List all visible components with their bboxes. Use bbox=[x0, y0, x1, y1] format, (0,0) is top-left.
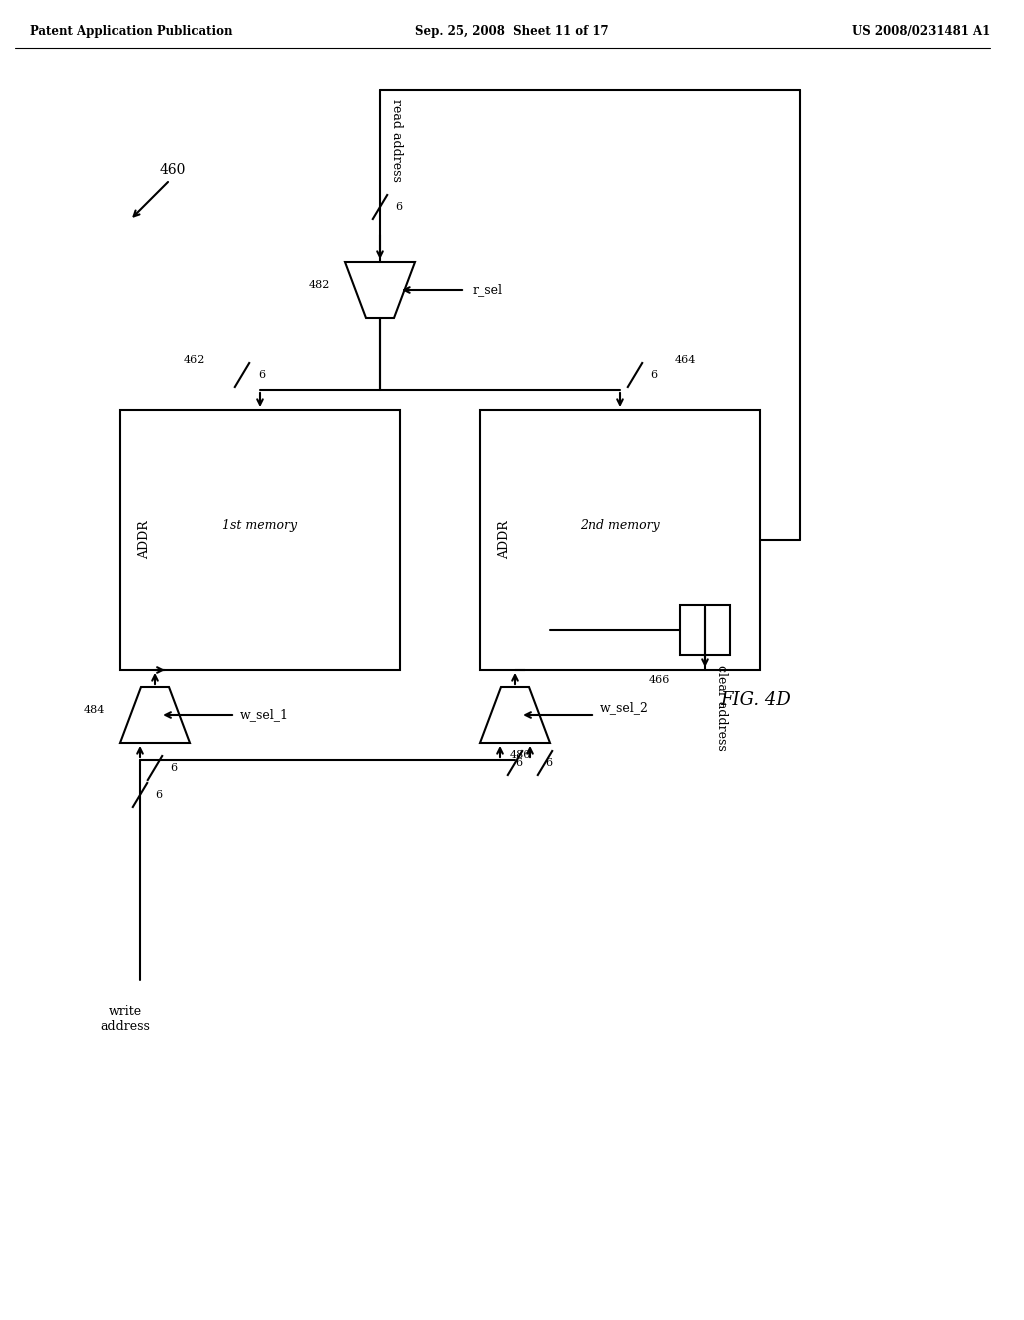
Text: 484: 484 bbox=[84, 705, 105, 715]
Text: US 2008/0231481 A1: US 2008/0231481 A1 bbox=[852, 25, 990, 38]
Text: w_sel_2: w_sel_2 bbox=[600, 701, 649, 714]
Text: 460: 460 bbox=[160, 162, 186, 177]
Text: write
address: write address bbox=[100, 1005, 150, 1034]
Text: Patent Application Publication: Patent Application Publication bbox=[30, 25, 232, 38]
Text: 464: 464 bbox=[675, 355, 696, 366]
Text: 466: 466 bbox=[648, 675, 670, 685]
Text: FIG. 4D: FIG. 4D bbox=[720, 690, 791, 709]
Text: 6: 6 bbox=[545, 758, 552, 768]
Text: 6: 6 bbox=[395, 202, 402, 213]
Polygon shape bbox=[480, 686, 550, 743]
Text: 1st memory: 1st memory bbox=[222, 519, 298, 532]
Text: ADDR: ADDR bbox=[499, 520, 512, 560]
Text: 2nd memory: 2nd memory bbox=[581, 519, 659, 532]
Text: 6: 6 bbox=[258, 370, 265, 380]
Bar bbox=[120, 411, 400, 671]
Text: 6: 6 bbox=[515, 758, 522, 768]
Text: w_sel_1: w_sel_1 bbox=[240, 709, 289, 722]
Polygon shape bbox=[345, 261, 415, 318]
Bar bbox=[680, 605, 730, 655]
Text: 6: 6 bbox=[650, 370, 657, 380]
Polygon shape bbox=[120, 686, 190, 743]
Text: Sep. 25, 2008  Sheet 11 of 17: Sep. 25, 2008 Sheet 11 of 17 bbox=[415, 25, 609, 38]
Text: 486: 486 bbox=[510, 750, 531, 760]
Text: 462: 462 bbox=[183, 355, 205, 366]
Text: 6: 6 bbox=[170, 763, 177, 774]
Text: 6: 6 bbox=[155, 789, 162, 800]
Bar bbox=[480, 411, 760, 671]
Text: 482: 482 bbox=[308, 280, 330, 290]
Text: r_sel: r_sel bbox=[473, 284, 503, 297]
Text: ADDR: ADDR bbox=[138, 520, 152, 560]
Text: clear address: clear address bbox=[715, 665, 728, 751]
Text: read address: read address bbox=[390, 99, 403, 181]
